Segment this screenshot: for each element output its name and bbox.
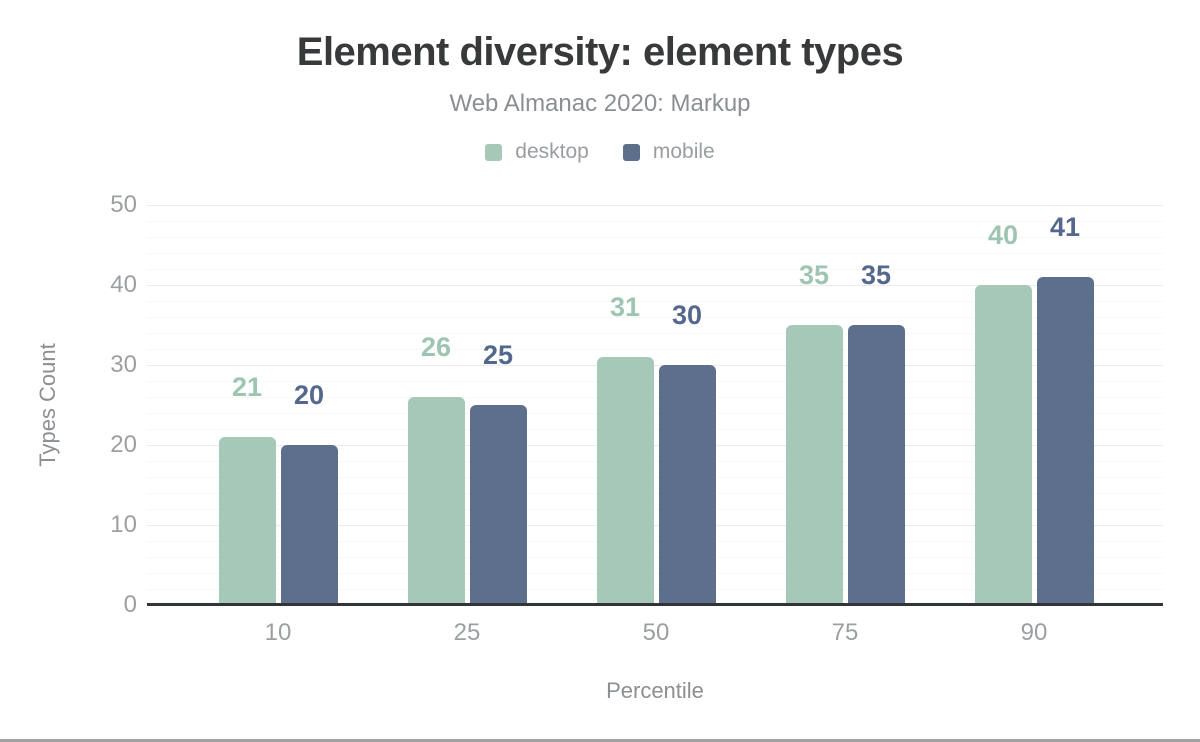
gridline-minor xyxy=(147,237,1163,238)
y-tick-label-0: 0 xyxy=(123,591,137,618)
y-tick-label-10: 10 xyxy=(110,511,137,538)
bar-mobile-50 xyxy=(658,365,716,605)
gridline-minor xyxy=(147,253,1163,254)
gridline-minor xyxy=(147,509,1163,510)
bar-value-label-desktop-90: 40 xyxy=(987,220,1019,250)
bar-mobile-25 xyxy=(469,405,527,605)
bar-desktop-25 xyxy=(407,397,465,605)
gridline-minor xyxy=(147,557,1163,558)
bar-value-label-mobile-10: 20 xyxy=(293,380,325,410)
gridline-minor xyxy=(147,397,1163,398)
bar-mobile-10 xyxy=(280,445,338,605)
gridline-minor xyxy=(147,381,1163,382)
bar-desktop-90 xyxy=(974,285,1032,605)
x-tick-label-10: 10 xyxy=(264,619,292,646)
x-tick-label-25: 25 xyxy=(453,619,481,646)
gridline-major xyxy=(147,525,1163,526)
gridline-minor xyxy=(147,333,1163,334)
x-tick-label-75: 75 xyxy=(831,619,859,646)
gridline-minor xyxy=(147,477,1163,478)
y-tick-label-50: 50 xyxy=(110,191,137,218)
chart-subtitle: Web Almanac 2020: Markup xyxy=(449,90,751,117)
bar-value-label-mobile-25: 25 xyxy=(482,340,514,370)
legend-swatch-mobile xyxy=(622,143,640,161)
y-tick-label-30: 30 xyxy=(110,351,137,378)
bar-value-label-desktop-25: 26 xyxy=(420,332,452,362)
gridline-minor xyxy=(147,493,1163,494)
bottom-divider xyxy=(0,739,1200,742)
y-tick-label-40: 40 xyxy=(110,271,137,298)
chart-title: Element diversity: element types xyxy=(296,30,904,74)
x-tick-label-90: 90 xyxy=(1020,619,1048,646)
x-tick-label-50: 50 xyxy=(642,619,670,646)
bar-value-label-desktop-75: 35 xyxy=(798,260,830,290)
bar-value-label-desktop-10: 21 xyxy=(231,372,263,402)
gridline-minor xyxy=(147,429,1163,430)
x-axis-line xyxy=(147,603,1163,606)
gridline-minor xyxy=(147,589,1163,590)
gridline-major xyxy=(147,285,1163,286)
bar-value-label-mobile-75: 35 xyxy=(860,260,892,290)
y-tick-label-20: 20 xyxy=(110,431,137,458)
legend: desktop mobile xyxy=(0,140,1200,164)
bar-desktop-10 xyxy=(218,437,276,605)
gridline-major xyxy=(147,205,1163,206)
legend-swatch-desktop xyxy=(485,143,503,161)
gridline-minor xyxy=(147,413,1163,414)
legend-item-mobile: mobile xyxy=(622,140,715,164)
gridline-minor xyxy=(147,573,1163,574)
gridline-minor xyxy=(147,301,1163,302)
bar-desktop-50 xyxy=(596,357,654,605)
gridline-minor xyxy=(147,541,1163,542)
bar-mobile-90 xyxy=(1036,277,1094,605)
bar-mobile-75 xyxy=(847,325,905,605)
bar-desktop-75 xyxy=(785,325,843,605)
legend-label-desktop: desktop xyxy=(515,140,589,163)
gridline-minor xyxy=(147,461,1163,462)
bar-value-label-mobile-50: 30 xyxy=(671,300,703,330)
gridline-minor xyxy=(147,269,1163,270)
legend-label-mobile: mobile xyxy=(652,140,715,163)
gridline-minor xyxy=(147,317,1163,318)
x-axis-title: Percentile xyxy=(606,678,704,703)
legend-item-desktop: desktop xyxy=(485,140,589,164)
gridline-minor xyxy=(147,221,1163,222)
gridline-major xyxy=(147,445,1163,446)
gridline-major xyxy=(147,365,1163,366)
gridline-minor xyxy=(147,349,1163,350)
bar-value-label-mobile-90: 41 xyxy=(1049,212,1081,242)
bar-value-label-desktop-50: 31 xyxy=(609,292,641,322)
